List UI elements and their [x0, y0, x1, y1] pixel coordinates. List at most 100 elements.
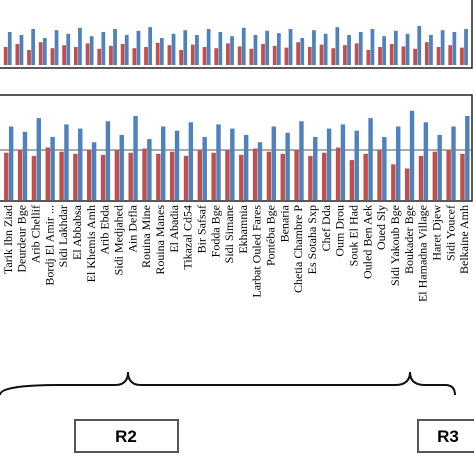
x-tick-label: El Abadia: [167, 204, 181, 252]
bar: [464, 29, 468, 65]
x-tick-label: Souk El Had: [347, 205, 361, 266]
bar: [276, 33, 281, 65]
bar: [66, 33, 71, 65]
bar: [119, 134, 124, 200]
bar: [190, 44, 195, 65]
bar: [335, 147, 341, 200]
bar: [393, 30, 398, 65]
bar: [136, 30, 141, 65]
region-box: [417, 419, 474, 453]
bar: [142, 148, 147, 200]
bar: [38, 42, 43, 65]
bar: [312, 30, 316, 65]
x-tick-label: Chetia Chambre P: [291, 205, 305, 293]
x-tick-label: Rouina Mine: [139, 205, 153, 268]
bar: [363, 153, 368, 200]
x-tick-label: Sidi Youcef: [443, 205, 457, 261]
bar: [440, 30, 445, 65]
bar: [144, 47, 148, 65]
bar: [370, 29, 375, 65]
x-tick-label: El Abbabsa: [70, 204, 84, 260]
bar: [202, 137, 207, 200]
bar: [62, 45, 66, 65]
bar: [347, 35, 351, 65]
bar: [45, 147, 50, 200]
bar: [148, 27, 153, 65]
bar: [155, 42, 160, 65]
bar: [156, 153, 161, 200]
bar: [323, 33, 328, 65]
region-braces: [0, 371, 456, 396]
x-tick-label: Chef Dda: [319, 204, 333, 251]
bar: [179, 50, 183, 65]
bar: [214, 48, 219, 65]
bar: [78, 27, 82, 65]
bar: [366, 50, 371, 65]
bar: [100, 154, 106, 200]
bar: [296, 42, 300, 65]
bar: [174, 130, 180, 200]
bar: [160, 126, 166, 200]
bar: [354, 130, 359, 200]
bar: [308, 155, 313, 200]
bottom-panel-frame: [0, 94, 473, 202]
bar: [133, 116, 138, 200]
bar: [436, 47, 441, 65]
bar: [3, 47, 8, 65]
bar: [78, 128, 83, 200]
bar: [230, 128, 235, 200]
bar: [404, 168, 410, 200]
bar: [230, 36, 234, 65]
bar: [343, 45, 347, 65]
bar: [15, 44, 20, 65]
bar: [417, 26, 422, 65]
bar: [27, 50, 31, 65]
bar: [167, 45, 172, 65]
x-tick-label: Fodda Bge: [208, 205, 222, 257]
bar: [401, 46, 406, 65]
x-tick-label: Ouled Ben Aek: [360, 205, 374, 279]
bar: [265, 30, 270, 65]
bar: [389, 44, 394, 65]
bar: [109, 45, 113, 65]
x-tick-label: Sidi Yakoub Bge: [388, 205, 402, 286]
bar: [159, 38, 164, 65]
x-tick-label: Es Sotaha Sxp: [305, 205, 319, 274]
region-box: [74, 419, 179, 453]
x-tick-label: Deurdeur Bge: [15, 205, 29, 273]
bar: [413, 48, 417, 65]
bar: [42, 38, 47, 65]
bar: [452, 32, 457, 65]
top-panel-frame: [0, 0, 473, 69]
bar: [85, 43, 90, 65]
bar: [91, 142, 97, 200]
bar: [382, 137, 387, 200]
bar: [206, 29, 211, 65]
bar: [202, 47, 207, 65]
x-tick-label: Sidi Lakhdar: [56, 205, 70, 267]
bar: [349, 160, 355, 200]
bar: [272, 45, 277, 65]
bar: [378, 47, 382, 65]
bar: [405, 33, 410, 65]
x-tick-label: Ekhamnia: [236, 204, 250, 253]
bar: [326, 128, 332, 200]
x-tick-label: Larbat Ouled Fares: [250, 205, 264, 298]
bar: [299, 121, 304, 200]
bar: [73, 153, 78, 200]
x-tick-label: Bordj El Amir ...: [42, 205, 56, 286]
x-tick-label: Ain Defla: [125, 204, 139, 252]
bar: [216, 124, 221, 200]
bar: [218, 32, 223, 65]
bar: [261, 44, 265, 65]
bar: [448, 45, 453, 65]
bar: [8, 126, 14, 200]
bar: [183, 155, 189, 200]
bar: [188, 122, 194, 200]
bar: [358, 32, 363, 65]
bar: [97, 48, 102, 65]
bar: [89, 36, 94, 65]
x-tick-label: El Khemis Amh: [84, 205, 98, 282]
x-tick-label: El Hamadna Village: [416, 205, 430, 302]
x-tick-label: Bir Safsaf: [194, 205, 208, 253]
